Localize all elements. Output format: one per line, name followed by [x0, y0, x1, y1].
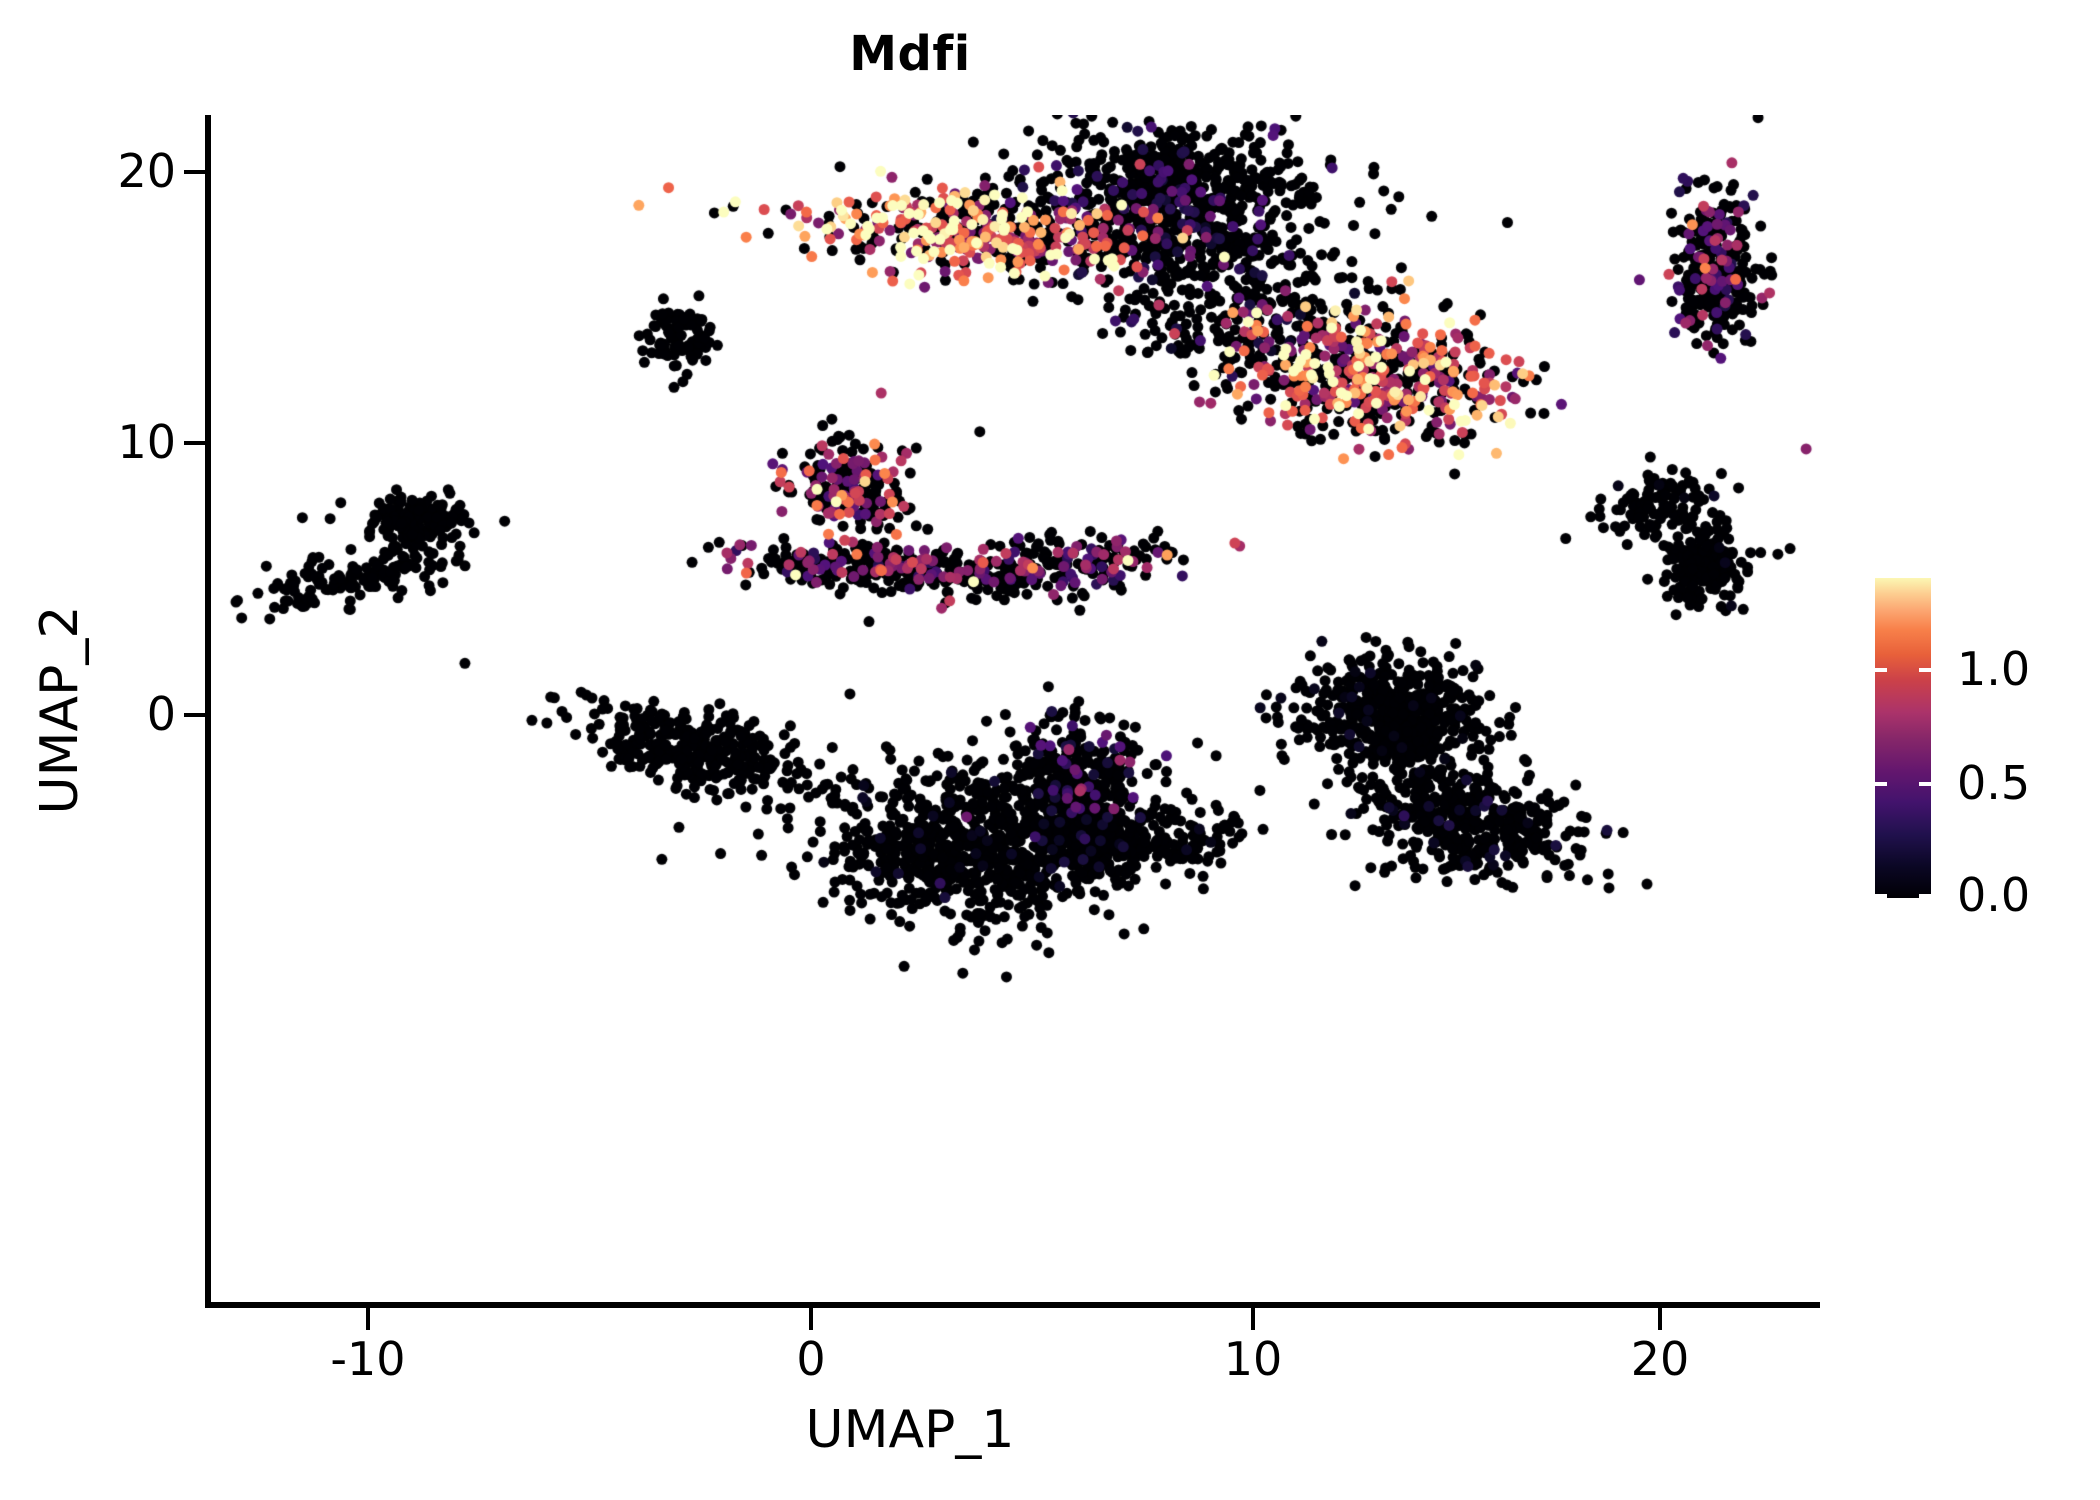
y-tick-label-2: 0 — [146, 687, 176, 741]
x-tick-label-2: 10 — [1223, 1332, 1283, 1386]
colorbar-tick-label-1: 0.5 — [1957, 756, 2031, 810]
colorbar-tick-mark-3-left — [1875, 894, 1887, 898]
plot-area — [210, 115, 1820, 1305]
x-axis-label: UMAP_1 — [805, 1400, 1015, 1460]
x-tick-label-3: 20 — [1630, 1332, 1690, 1386]
y-tick-mark-0 — [184, 170, 206, 174]
colorbar-tick-mark-2-right — [1919, 782, 1931, 786]
colorbar-tick-mark-1-right — [1919, 668, 1931, 672]
page-title: Mdfi — [849, 26, 971, 82]
colorbar-tick-label-0: 1.0 — [1957, 642, 2031, 696]
x-tick-mark-3 — [1658, 1308, 1662, 1330]
x-tick-mark-1 — [809, 1308, 813, 1330]
colorbar-tick-mark-3-right — [1919, 894, 1931, 898]
scatter-canvas — [210, 115, 1820, 1305]
x-tick-label-1: 0 — [796, 1332, 826, 1386]
y-tick-mark-1 — [184, 441, 206, 445]
colorbar-gradient — [1875, 578, 1931, 898]
y-tick-mark-2 — [184, 713, 206, 717]
x-tick-label-0: -10 — [330, 1332, 406, 1386]
y-tick-label-0: 20 — [117, 144, 176, 198]
x-tick-mark-0 — [366, 1308, 370, 1330]
y-axis-label: UMAP_2 — [30, 605, 90, 815]
x-axis-spine — [205, 1302, 1820, 1308]
y-axis-spine — [205, 115, 211, 1308]
colorbar-tick-label-2: 0.0 — [1957, 868, 2031, 922]
y-tick-label-1: 10 — [117, 415, 176, 469]
colorbar-tick-mark-2-left — [1875, 782, 1887, 786]
colorbar-tick-mark-1-left — [1875, 668, 1887, 672]
x-tick-mark-2 — [1251, 1308, 1255, 1330]
